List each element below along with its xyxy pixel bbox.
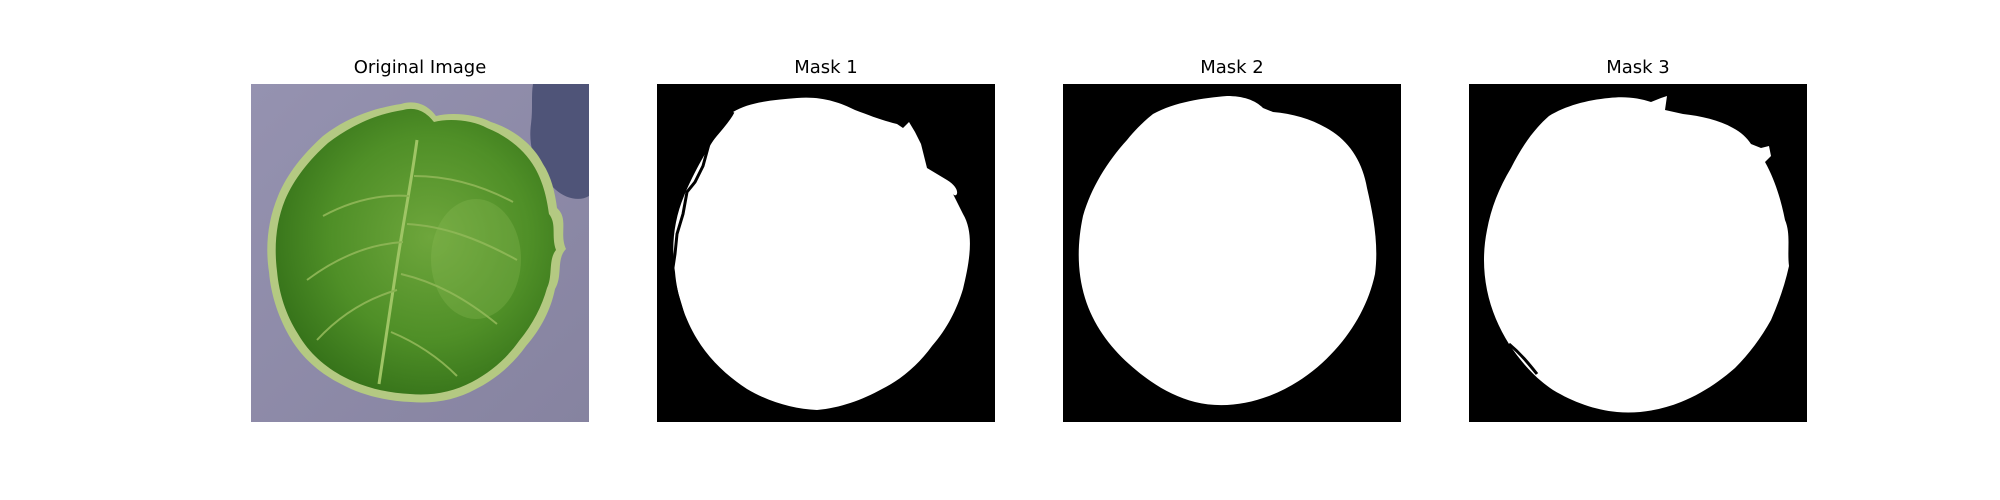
panel-title: Mask 3: [1606, 57, 1670, 78]
mask-2-image: [1063, 84, 1401, 422]
panel-title: Mask 2: [1200, 57, 1264, 78]
panel-mask-3: Mask 3: [1469, 56, 1807, 440]
panel-title: Mask 1: [794, 57, 858, 78]
panel-mask-2: Mask 2: [1063, 56, 1401, 440]
panel-title: Original Image: [353, 57, 487, 78]
mask-1-image: [657, 84, 995, 422]
original-leaf-photo: [251, 84, 589, 422]
mask-3-image: [1469, 84, 1807, 422]
panel-original-image: Original Image: [251, 56, 589, 440]
panel-mask-1: Mask 1: [657, 56, 995, 440]
